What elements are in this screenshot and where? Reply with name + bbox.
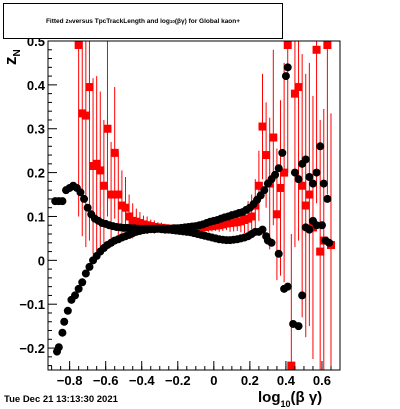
black-data-point [281,72,290,81]
black-data-point [283,282,292,291]
red-data-point [301,201,310,210]
red-data-point [254,181,263,190]
black-data-point [294,175,303,184]
x-tick-label: −0.2 [165,373,191,388]
red-data-point [287,361,296,370]
black-data-point [294,322,303,331]
y-tick-label: 0.1 [27,209,45,224]
x-tick-label: 0.4 [277,373,296,388]
red-data-point [85,83,94,92]
black-data-point [283,63,292,72]
x-tick-label: 0.6 [313,373,331,388]
black-data-point [80,194,89,203]
black-data-point [63,306,72,315]
red-data-point [294,83,303,92]
black-data-point [301,155,310,164]
red-data-point [298,181,307,190]
black-data-point [81,269,90,278]
timestamp: Tue Dec 21 13:13:30 2021 [4,394,118,405]
black-data-point [308,179,317,188]
x-tick-label: −0.6 [93,373,119,388]
red-data-point [74,41,83,49]
black-data-point [78,278,87,287]
black-data-point [260,186,269,195]
x-tick-label: −0.8 [57,373,83,388]
x-axis-ticks: −0.8 −0.6 −0.4 −0.2 0 0.2 0.4 0.6 [51,361,332,388]
black-data-point [71,291,80,300]
red-data-point [276,183,285,192]
red-data-point [110,148,119,157]
black-data-point [274,164,283,173]
black-data-point [316,142,325,151]
x-tick-label: 0.2 [241,373,259,388]
black-data-point [83,203,92,212]
black-data-point [58,328,67,337]
y-tick-label: −0.1 [19,297,45,312]
black-data-point [85,262,94,271]
red-data-point [262,151,271,160]
black-data-point [319,179,328,188]
black-data-point [312,168,321,177]
black-data-point [290,168,299,177]
red-data-point [81,111,90,120]
black-data-point [76,188,85,197]
y-axis-label: zN [1,49,23,65]
x-axis-label: log10(β γ) [258,389,322,409]
black-data-point [267,238,276,247]
black-data-point [323,194,332,203]
black-data-point [258,225,267,234]
red-data-point [305,190,314,199]
red-data-point [96,166,105,175]
black-data-point [271,170,280,179]
red-data-point [280,168,289,177]
black-data-point [305,225,314,234]
red-data-point [99,181,108,190]
x-tick-label: −0.4 [129,373,155,388]
black-data-point [278,148,287,157]
black-data-point [317,221,326,230]
red-data-point [107,190,116,199]
red-data-point [316,247,325,256]
y-tick-label: −0.2 [19,341,45,356]
red-data-point [312,45,321,54]
black-data-point [274,249,283,258]
y-tick-label: 0 [38,253,45,268]
plot-frame [47,40,341,371]
red-data-point [272,210,281,219]
black-data-point [60,317,69,326]
y-tick-label: 0.2 [27,166,45,181]
black-data-point [54,343,63,352]
black-data-point [325,238,334,247]
red-data-point [269,133,278,142]
red-series-layer [74,41,335,370]
x-tick-label: 0 [210,373,217,388]
red-data-point [121,203,130,212]
red-data-point [92,159,101,168]
red-data-point [290,89,299,98]
red-data-point [323,41,332,49]
red-data-point [283,41,292,49]
black-data-point [58,197,67,206]
red-data-point [308,223,317,232]
y-tick-label: 0.4 [27,78,46,93]
red-data-point [258,122,267,131]
red-data-point [114,190,123,199]
red-data-point [103,124,112,133]
red-data-point [125,212,134,221]
y-tick-label: 0.3 [27,122,45,137]
y-axis-ticks: −0.2−0.100.10.20.30.40.5 [19,34,57,367]
black-series-layer [51,63,334,356]
black-data-point [305,172,314,181]
black-data-point [298,291,307,300]
red-data-point [247,212,256,221]
black-data-point [74,284,83,293]
